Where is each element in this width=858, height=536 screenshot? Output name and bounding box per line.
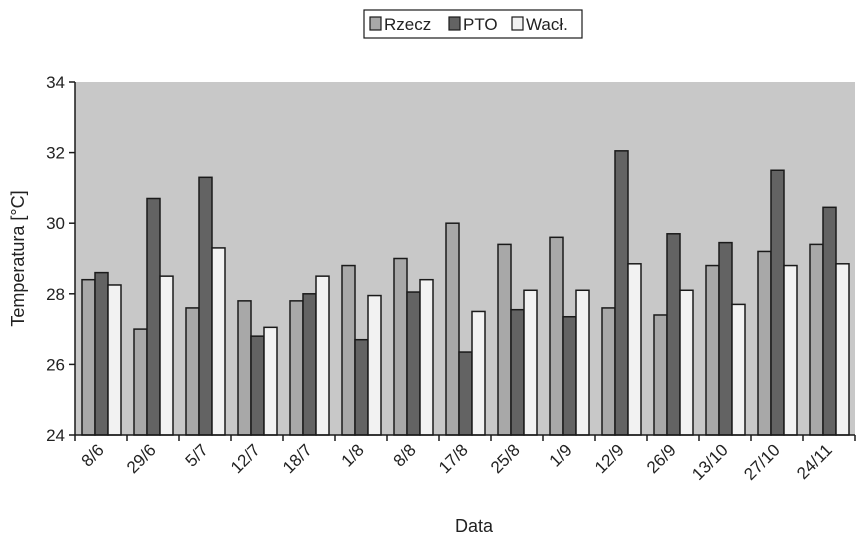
legend-label: PTO — [463, 15, 498, 34]
bar-rzecz-1-8 — [341, 264, 356, 436]
bar-rzecz-12-7 — [237, 300, 252, 436]
bar-pto-1-8 — [354, 338, 369, 436]
bar-pto-13-10 — [718, 241, 733, 436]
x-tick-label: 17/8 — [435, 440, 472, 477]
bar-pto-1-9 — [562, 315, 577, 436]
bar-rzecz-12-9 — [601, 307, 616, 436]
bar-wac-17-8 — [471, 310, 486, 436]
bar-wac-8-8 — [419, 278, 434, 436]
legend-label: Wacł. — [526, 15, 568, 34]
bar-wac-26-9 — [679, 289, 694, 436]
x-tick-label: 24/11 — [793, 440, 836, 483]
bar-wac-1-9 — [575, 289, 590, 436]
chart-legend: Rzecz PTO Wacł. — [363, 9, 583, 39]
y-tick-label: 32 — [46, 144, 65, 163]
y-tick-label: 24 — [46, 426, 65, 445]
x-axis-title: Data — [455, 516, 494, 536]
x-tick-label: 25/8 — [487, 440, 524, 477]
bar-wac-1-8 — [367, 294, 382, 436]
bar-rzecz-24-11 — [809, 243, 824, 436]
bar-rzecz-27-10 — [757, 250, 772, 436]
bar-pto-27-10 — [770, 169, 785, 436]
x-tick-label: 29/6 — [123, 440, 160, 477]
bar-series-group — [81, 150, 850, 436]
bar-pto-8-8 — [406, 291, 421, 436]
legend-swatch — [369, 16, 382, 31]
legend-swatch — [511, 16, 524, 31]
bar-wac-12-7 — [263, 326, 278, 436]
x-tick-label: 5/7 — [182, 440, 212, 470]
bar-rzecz-18-7 — [289, 300, 304, 436]
bar-wac-18-7 — [315, 275, 330, 436]
bar-rzecz-13-10 — [705, 264, 720, 436]
x-tick-label: 18/7 — [279, 440, 316, 477]
bar-wac-27-10 — [783, 264, 798, 436]
x-tick-label: 27/10 — [740, 440, 784, 484]
y-axis-title: Temperatura [°C] — [8, 190, 28, 326]
y-tick-label: 34 — [46, 73, 65, 92]
bar-wac-12-9 — [627, 263, 642, 436]
bar-pto-25-8 — [510, 308, 525, 436]
x-tick-label: 1/8 — [338, 440, 368, 470]
bar-pto-17-8 — [458, 351, 473, 436]
y-tick-label: 28 — [46, 285, 65, 304]
bar-pto-12-7 — [250, 335, 265, 436]
legend-label: Rzecz — [384, 15, 431, 34]
x-tick-label: 8/8 — [390, 440, 420, 470]
bar-pto-29-6 — [146, 197, 161, 436]
bar-pto-18-7 — [302, 293, 317, 436]
bar-pto-12-9 — [614, 150, 629, 436]
legend-swatch — [448, 16, 461, 31]
x-tick-label: 8/6 — [78, 440, 108, 470]
legend-box — [363, 9, 583, 39]
x-tick-labels: 8/6 29/6 5/7 12/7 18/7 1/8 8/8 17/8 25/8 1/9 12/9 2… — [78, 440, 836, 484]
bar-wac-5-7 — [211, 247, 226, 436]
y-tick-label: 30 — [46, 214, 65, 233]
x-tick-label: 1/9 — [546, 440, 576, 470]
bar-pto-26-9 — [666, 233, 681, 436]
bar-rzecz-1-9 — [549, 236, 564, 436]
bar-rzecz-29-6 — [133, 328, 148, 436]
x-tick-label: 13/10 — [688, 440, 732, 484]
axes-group — [69, 81, 856, 441]
bar-pto-5-7 — [198, 176, 213, 436]
bar-rzecz-26-9 — [653, 314, 668, 436]
bar-wac-13-10 — [731, 303, 746, 436]
y-tick-labels: 24 26 28 30 32 34 — [46, 73, 65, 445]
bar-wac-29-6 — [159, 275, 174, 436]
bar-rzecz-25-8 — [497, 243, 512, 436]
bar-pto-24-11 — [822, 206, 837, 436]
y-tick-label: 26 — [46, 355, 65, 374]
bar-pto-8-6 — [94, 271, 109, 436]
bar-rzecz-17-8 — [445, 222, 460, 436]
bar-wac-8-6 — [107, 284, 122, 436]
x-tick-label: 12/9 — [591, 440, 628, 477]
bar-wac-24-11 — [835, 263, 850, 436]
bar-rzecz-8-8 — [393, 257, 408, 436]
bar-wac-25-8 — [523, 289, 538, 436]
bar-rzecz-5-7 — [185, 307, 200, 436]
bar-rzecz-8-6 — [81, 278, 96, 436]
x-tick-label: 26/9 — [643, 440, 680, 477]
x-tick-label: 12/7 — [227, 440, 264, 477]
